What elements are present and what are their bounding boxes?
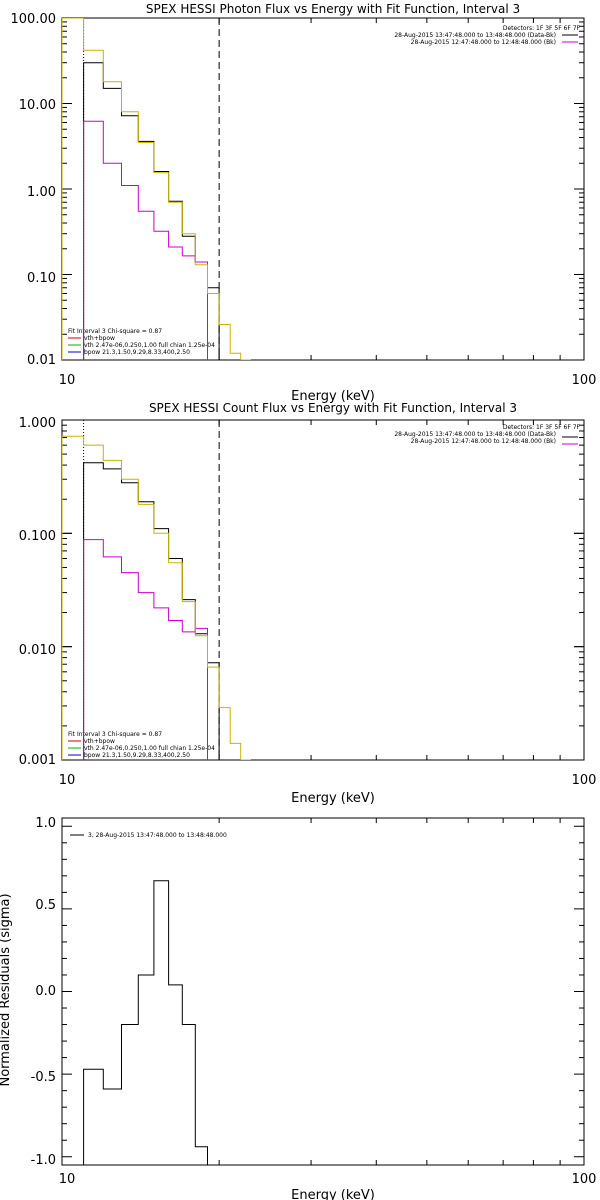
residuals-xlabel: Energy (keV)	[291, 1188, 375, 1200]
photon-flux-y-tick-label: 0.01	[27, 353, 56, 368]
photon-flux-series-fit	[62, 18, 251, 360]
count-flux-plot	[61, 419, 585, 761]
count-flux-series-bk	[83, 539, 208, 760]
residuals-ylabel: Normalized Residuals (sigma)	[0, 893, 13, 1086]
residuals-legend-label: 3, 28-Aug-2015 13:47:48.000 to 13:48:48.…	[88, 832, 227, 839]
count-flux-series-data-bk	[83, 462, 220, 760]
count-flux-axes-frame	[61, 419, 585, 761]
residuals-y-tick-label: -1.0	[31, 1153, 56, 1168]
count-flux-fit-header: Fit Interval 3 Chi-square = 0.87	[68, 731, 162, 738]
residuals-y-tick-label: 0.0	[35, 984, 56, 999]
residuals-y-tick-label: 1.0	[35, 816, 56, 831]
photon-flux-y-tick-label: 10.00	[19, 98, 56, 113]
residuals-y-tick-label: 0.5	[35, 898, 56, 913]
count-flux-x-tick-label-10: 10	[59, 773, 76, 788]
count-flux-fit-line-label: vth+bpow	[84, 738, 115, 745]
photon-flux-panel: SPEX HESSI Photon Flux vs Energy with Fi…	[11, 2, 597, 404]
photon-flux-y-tick-label: 0.10	[27, 271, 56, 286]
count-flux-title: SPEX HESSI Count Flux vs Energy with Fit…	[149, 401, 517, 415]
count-flux-panel: SPEX HESSI Count Flux vs Energy with Fit…	[19, 401, 597, 806]
photon-flux-x-tick-label-10: 10	[59, 373, 76, 388]
residuals-axes-frame	[61, 817, 585, 1166]
photon-flux-plot	[61, 17, 585, 361]
photon-flux-y-tick-label: 1.00	[27, 185, 56, 200]
photon-flux-x-tick-label-100: 100	[572, 373, 597, 388]
photon-flux-title: SPEX HESSI Photon Flux vs Energy with Fi…	[146, 2, 520, 16]
photon-flux-y-tick-label: 100.00	[11, 12, 57, 27]
photon-flux-series-bk	[83, 120, 208, 360]
photon-flux-legend-bk-label: 28-Aug-2015 12:47:48.000 to 12:48:48.000…	[411, 39, 556, 46]
residuals-y-tick-label: -0.5	[31, 1070, 56, 1085]
count-flux-y-tick-label: 0.001	[19, 753, 56, 768]
count-flux-xlabel: Energy (keV)	[291, 791, 375, 806]
count-flux-fit-line-label: vth 2.47e-06,0.250,1.00 full chian 1.25e…	[84, 745, 215, 752]
residuals-panel: Normalized Residuals (sigma) Energy (keV…	[0, 816, 596, 1200]
count-flux-legend-data-label: 28-Aug-2015 13:47:48.000 to 13:48:48.000…	[394, 431, 556, 438]
photon-flux-fit-header: Fit Interval 3 Chi-square = 0.87	[68, 328, 162, 335]
photon-flux-legend-data-label: 28-Aug-2015 13:47:48.000 to 13:48:48.000…	[394, 32, 556, 39]
residuals-plot	[61, 817, 585, 1166]
residuals-series-residuals	[83, 880, 208, 1165]
photon-flux-fit-line-label: vth+bpow	[84, 335, 115, 342]
count-flux-fit-line-label: bpow 21.3,1.50,9.29,8.33,400,2.50	[84, 752, 190, 759]
residuals-x-tick-label-100: 100	[572, 1172, 597, 1187]
count-flux-y-tick-label: 0.100	[19, 529, 56, 544]
count-flux-y-tick-label: 1.000	[19, 416, 56, 431]
photon-flux-detectors-label: Detectors: 1F 3F 5F 6F 7F	[503, 25, 581, 32]
count-flux-detectors-label: Detectors: 1F 3F 5F 6F 7F	[503, 424, 581, 431]
photon-flux-xlabel: Energy (keV)	[291, 389, 375, 404]
count-flux-x-tick-label-100: 100	[572, 773, 597, 788]
count-flux-y-tick-label: 0.010	[19, 643, 56, 658]
count-flux-series-fit	[62, 435, 251, 760]
photon-flux-fit-line-label: vth 2.47e-06,0.250,1.00 full chian 1.25e…	[84, 342, 215, 349]
residuals-x-tick-label-10: 10	[59, 1172, 76, 1187]
count-flux-legend-bk-label: 28-Aug-2015 12:47:48.000 to 12:48:48.000…	[411, 438, 556, 445]
photon-flux-fit-line-label: bpow 21.3,1.50,9.29,8.33,400,2.50	[84, 349, 190, 356]
photon-flux-axes-frame	[61, 17, 585, 361]
